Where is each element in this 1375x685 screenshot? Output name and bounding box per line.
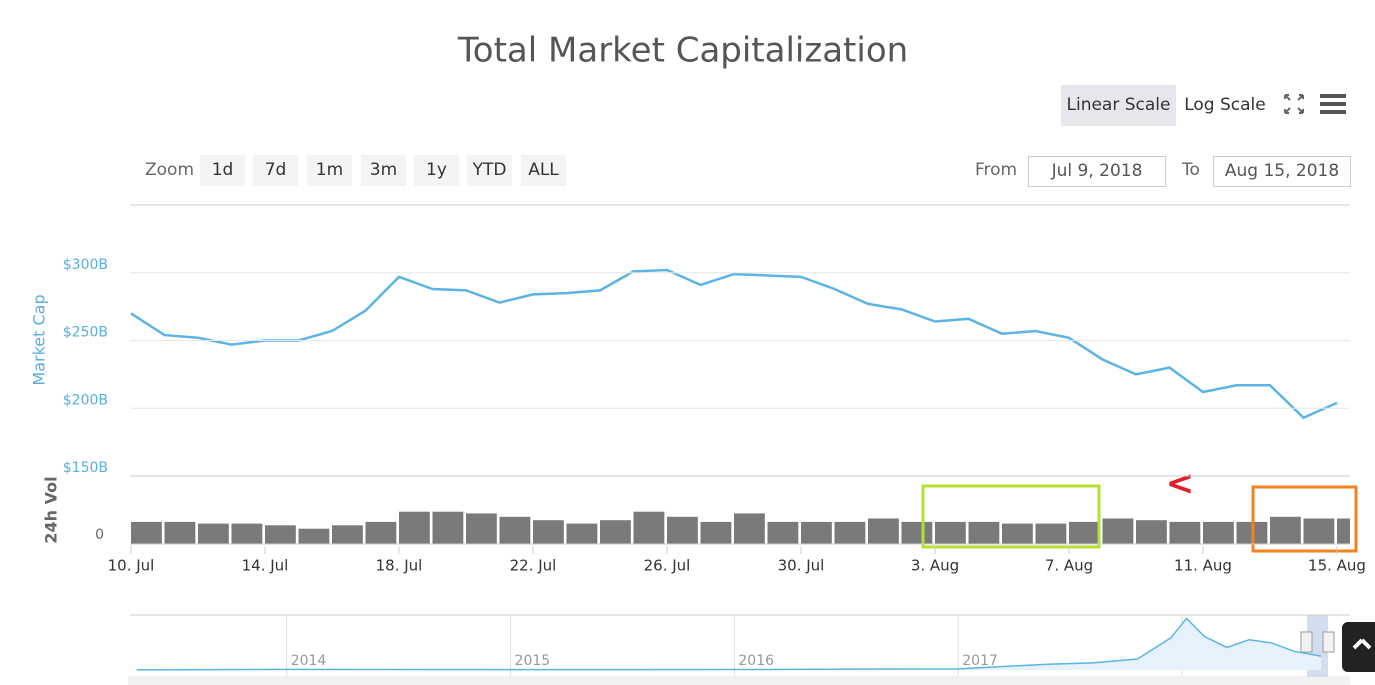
volume-bar xyxy=(298,528,330,544)
to-label: To xyxy=(1182,160,1200,180)
volume-bar xyxy=(432,511,464,544)
volume-bar xyxy=(868,518,899,544)
volume-bar xyxy=(1035,523,1067,544)
navigator-line xyxy=(136,617,1322,671)
volume-bar xyxy=(198,523,229,544)
y-axis-label: Market Cap xyxy=(30,294,49,385)
chart-title: Total Market Capitalization xyxy=(457,31,908,71)
from-input[interactable]: Jul 9, 2018 xyxy=(1028,156,1166,187)
volume-bar xyxy=(1303,518,1335,544)
volume-bar xyxy=(600,520,631,544)
from-label: From xyxy=(975,160,1018,180)
x-tick-label: 18. Jul xyxy=(376,557,423,575)
volume-bar xyxy=(499,516,531,544)
navigator-area xyxy=(136,618,1321,670)
volume-bar xyxy=(399,511,430,544)
zoom-button[interactable]: 1d xyxy=(200,155,245,186)
volume-bar xyxy=(667,516,698,544)
scrollbar[interactable] xyxy=(128,676,1350,685)
zoom-label: Zoom xyxy=(145,160,195,180)
x-tick-label: 26. Jul xyxy=(644,557,691,575)
volume-bar xyxy=(935,521,966,544)
volume-bar xyxy=(968,521,1000,544)
to-input[interactable]: Aug 15, 2018 xyxy=(1213,156,1351,187)
y-tick-label: $250B xyxy=(63,325,108,341)
zoom-button[interactable]: 7d xyxy=(253,155,298,186)
x-tick-label: 22. Jul xyxy=(510,557,557,575)
volume-bar xyxy=(466,513,497,544)
navigator-tick-label: 2015 xyxy=(515,653,551,669)
x-tick-label: 3. Aug xyxy=(911,557,959,575)
x-tick-label: 30. Jul xyxy=(778,557,825,575)
volume-bar xyxy=(1337,518,1350,544)
x-tick-label: 10. Jul xyxy=(108,557,155,575)
y-tick-label: $300B xyxy=(63,257,108,273)
volume-bar xyxy=(633,511,665,544)
volume-bar xyxy=(1270,516,1301,544)
zoom-button[interactable]: ALL xyxy=(521,155,566,186)
x-tick-label: 11. Aug xyxy=(1174,557,1232,575)
navigator-tick-label: 2016 xyxy=(738,653,774,669)
volume-bar xyxy=(1069,521,1100,544)
zoom-button[interactable]: 1m xyxy=(307,155,352,186)
zoom-button[interactable]: 1y xyxy=(414,155,459,186)
back-to-top[interactable] xyxy=(1342,622,1375,672)
volume-bar xyxy=(700,521,732,544)
volume-bar xyxy=(901,521,933,544)
volume-bar xyxy=(533,520,564,544)
volume-bar xyxy=(1102,518,1134,544)
navigator-tick-label: 2017 xyxy=(962,653,998,669)
volume-bar xyxy=(1002,523,1033,544)
market-cap-line xyxy=(130,268,1338,420)
volume-bar xyxy=(834,521,866,544)
volume-axis-label: 24h Vol xyxy=(42,476,61,543)
scale-button[interactable]: Linear Scale xyxy=(1061,85,1176,126)
menu-icon[interactable] xyxy=(1320,94,1346,114)
highlight-box xyxy=(1251,485,1358,553)
zoom-button[interactable]: 3m xyxy=(361,155,406,186)
volume-bar xyxy=(1169,521,1201,544)
y-tick-label: $150B xyxy=(63,460,108,476)
volume-bar xyxy=(566,523,598,544)
volume-tick-label: 0 xyxy=(95,527,104,543)
volume-bar xyxy=(332,525,363,544)
x-tick-label: 15. Aug xyxy=(1308,557,1366,575)
fullscreen-icon[interactable] xyxy=(1284,94,1304,114)
highlight-box xyxy=(921,484,1101,549)
volume-bar xyxy=(1203,521,1234,544)
volume-bar xyxy=(265,525,296,544)
volume-bar xyxy=(1136,520,1167,544)
scale-button[interactable]: Log Scale xyxy=(1184,95,1266,115)
navigator-handle[interactable] xyxy=(1300,631,1313,653)
caret-icon xyxy=(1352,638,1372,650)
volume-bar xyxy=(801,521,832,544)
volume-bar xyxy=(365,521,397,544)
volume-bar xyxy=(231,523,263,544)
volume-bar xyxy=(767,521,799,544)
volume-bar xyxy=(164,521,196,544)
y-tick-label: $200B xyxy=(63,392,108,408)
volume-bar xyxy=(131,521,162,544)
x-tick-label: 14. Jul xyxy=(242,557,289,575)
annotation: < xyxy=(1166,464,1195,504)
navigator-handle[interactable] xyxy=(1322,631,1335,653)
x-tick-label: 7. Aug xyxy=(1045,557,1093,575)
navigator-tick-label: 2014 xyxy=(291,653,327,669)
volume-bar xyxy=(734,513,765,544)
zoom-button[interactable]: YTD xyxy=(467,155,512,186)
